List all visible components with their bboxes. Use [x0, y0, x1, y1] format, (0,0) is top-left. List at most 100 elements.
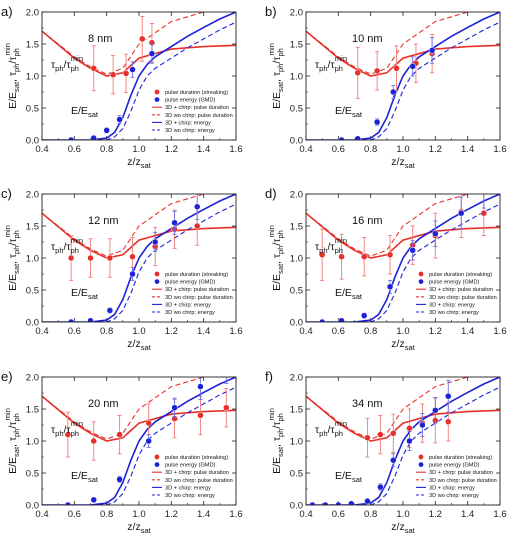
energy-annotation: E/Esat	[71, 105, 99, 119]
x-tick-label: 1.2	[429, 326, 442, 337]
y-tick-label: 0.5	[26, 286, 39, 297]
y-tick-label: 2.0	[290, 373, 303, 384]
series-curve	[306, 194, 472, 257]
data-point	[432, 407, 439, 414]
y-tick-label: 1.0	[26, 437, 39, 448]
x-tick-label: 1.6	[493, 326, 506, 337]
data-point	[360, 253, 368, 260]
x-tick-label: 1.6	[493, 509, 506, 520]
data-point	[445, 392, 452, 400]
chart-panel-5: 0.4 0.6 0.8 1.0 1.2 1.4 1.6 0.0 0.5 1.0 1.5 2.0 e) 20…	[1, 368, 243, 535]
data-point	[90, 496, 97, 504]
data-point	[432, 230, 439, 237]
plot-area	[42, 194, 236, 322]
chart-panel-2: 0.4 0.6 0.8 1.0 1.2 1.4 1.6 0.0 0.5 1.0 1.5 2.0 b) 10…	[265, 4, 507, 170]
data-point	[364, 434, 371, 442]
legend-entry: 3D + chirp: pulse duration	[165, 287, 229, 293]
legend-entry: pulse duration (streaking)	[429, 272, 492, 278]
y-axis-label: E/Esat, τph/τphmin	[3, 408, 21, 474]
x-tick-label: 1.6	[493, 144, 506, 155]
plot-frame	[305, 376, 501, 506]
x-tick-label: 1.4	[197, 509, 210, 520]
energy-annotation: E/Esat	[335, 470, 363, 484]
data-point	[338, 317, 345, 322]
data-point	[67, 318, 75, 322]
x-axis-label: z/zsat	[391, 156, 415, 170]
y-axis-label: E/Esat, τph/τphmin	[267, 408, 285, 474]
data-point	[393, 65, 400, 72]
y-tick-label: 0.0	[26, 318, 39, 329]
tau-annotation: τph/τphmin	[51, 419, 83, 438]
data-point	[338, 136, 345, 140]
legend-marker	[418, 271, 424, 277]
data-point	[406, 424, 413, 432]
data-point	[360, 312, 368, 319]
x-tick-label: 1.6	[229, 144, 242, 155]
plot-area	[306, 12, 500, 140]
chart-panel-4: 0.4 0.6 0.8 1.0 1.2 1.4 1.6 0.0 0.5 1.0 1.5 2.0 d) 16…	[265, 186, 507, 352]
plot-frame	[41, 193, 237, 323]
data-point	[223, 368, 229, 374]
x-tick-label: 1.6	[229, 326, 242, 337]
data-point	[338, 253, 345, 260]
x-tick-label: 1.4	[197, 326, 210, 337]
legend-entry: 3D + chirp: pulse duration	[429, 287, 493, 293]
y-tick-label: 1.5	[26, 222, 39, 233]
x-tick-label: 0.4	[299, 326, 312, 337]
data-point	[151, 238, 159, 246]
series-curve	[42, 12, 236, 140]
data-point	[445, 418, 452, 426]
legend-marker	[154, 271, 160, 277]
data-point	[309, 501, 316, 505]
data-point	[457, 209, 465, 217]
y-tick-label: 0.0	[26, 136, 39, 147]
series-curve	[42, 12, 208, 75]
data-point	[193, 222, 201, 230]
legend-entry: 3D + chirp: energy	[429, 485, 475, 491]
y-tick-label: 1.5	[290, 40, 303, 51]
legend-marker	[418, 462, 424, 467]
data-point	[480, 209, 488, 217]
y-axis-label: E/Esat, τph/τphmin	[3, 43, 21, 109]
legend-marker	[154, 462, 160, 467]
data-point	[116, 476, 123, 483]
legend-entry: 3D wo chirp: energy	[165, 493, 215, 499]
data-point	[90, 134, 97, 140]
data-point	[64, 501, 72, 505]
series-curve	[42, 30, 236, 77]
legend-marker	[418, 454, 424, 460]
y-tick-label: 0.5	[26, 104, 39, 115]
y-tick-label: 1.5	[290, 222, 303, 233]
legend-entry: 3D wo chirp: pulse duration	[429, 478, 497, 484]
data-point	[428, 47, 436, 54]
legend-entry: pulse duration (streaking)	[165, 455, 228, 461]
x-tick-label: 1.0	[396, 509, 409, 520]
data-point	[129, 253, 136, 260]
plot-area	[42, 12, 236, 140]
x-tick-label: 0.8	[100, 326, 113, 337]
y-tick-label: 2.0	[26, 373, 39, 384]
series-curve	[306, 12, 500, 140]
legend-entry: 3D + chirp: energy	[165, 120, 211, 126]
plot-area	[306, 194, 500, 322]
data-point	[335, 501, 342, 505]
data-point	[90, 65, 97, 72]
x-tick-label: 0.8	[100, 144, 113, 155]
legend-entry: 3D + chirp: pulse duration	[165, 470, 229, 476]
x-tick-label: 0.6	[332, 326, 345, 337]
x-axis-label: z/zsat	[127, 521, 151, 535]
y-tick-label: 2.0	[26, 8, 39, 19]
series-curve	[306, 194, 500, 322]
data-point	[354, 69, 361, 77]
series-curve	[42, 194, 208, 257]
data-point	[386, 251, 394, 259]
x-tick-label: 0.6	[68, 326, 81, 337]
series-curve	[42, 386, 236, 505]
y-tick-label: 1.0	[290, 72, 303, 83]
panel-label: f)	[265, 369, 273, 384]
y-axis-label: E/Esat, τph/τphmin	[267, 43, 285, 109]
x-tick-label: 1.2	[165, 509, 178, 520]
data-point	[171, 404, 178, 411]
y-tick-label: 1.0	[290, 254, 303, 265]
